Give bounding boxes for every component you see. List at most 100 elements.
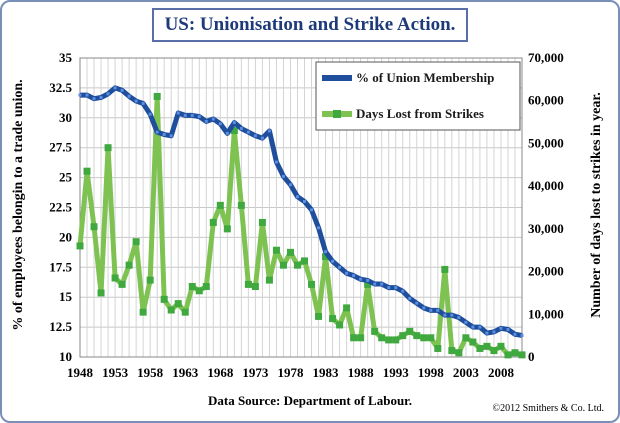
- point-strikes: [202, 283, 210, 291]
- point-union: [253, 134, 257, 138]
- point-strikes: [336, 321, 344, 329]
- point-union: [155, 130, 159, 134]
- point-strikes: [371, 327, 379, 335]
- point-union: [513, 332, 517, 336]
- point-union: [324, 250, 328, 254]
- point-union: [211, 117, 215, 121]
- point-strikes: [427, 334, 435, 342]
- x-axis: 1948 1953 1958 1963 1968 1973 1978 1983 1988 1993…: [67, 365, 514, 380]
- x-tick-label: 1993: [383, 365, 410, 380]
- x-tick-label: 1978: [277, 365, 304, 380]
- point-strikes: [322, 253, 330, 261]
- point-strikes: [343, 304, 351, 312]
- point-union: [317, 226, 321, 230]
- point-strikes: [385, 336, 393, 344]
- point-union: [85, 93, 89, 97]
- point-union: [394, 286, 398, 290]
- x-tick-label: 1988: [348, 365, 375, 380]
- y-axis-right: 0 10,000 20,000 30,000 40,000 50,000 60,000 70,…: [528, 50, 564, 364]
- x-tick-label: 1998: [418, 365, 445, 380]
- point-union: [232, 121, 236, 125]
- point-strikes: [237, 201, 245, 209]
- legend: % of Union Membership Days Lost from Str…: [315, 61, 521, 131]
- point-union: [331, 259, 335, 263]
- point-union: [127, 94, 131, 98]
- point-strikes: [301, 257, 309, 265]
- x-tick-label: 1973: [242, 365, 269, 380]
- y-axis-right-label: Number of days lost to strikes in year.: [589, 92, 604, 318]
- point-strikes: [476, 344, 484, 352]
- point-union: [520, 333, 524, 337]
- point-strikes: [209, 218, 217, 226]
- x-tick-label: 1968: [207, 365, 234, 380]
- point-union: [387, 286, 391, 290]
- point-union: [148, 112, 152, 116]
- point-union: [99, 95, 103, 99]
- y-left-tick-label: 10: [59, 349, 72, 364]
- chart-title-box: US: Unionisation and Strike Action.: [152, 8, 468, 42]
- point-union: [295, 195, 299, 199]
- point-strikes: [118, 280, 126, 288]
- point-strikes: [293, 261, 301, 269]
- point-strikes: [153, 92, 161, 100]
- point-strikes: [160, 295, 168, 303]
- y-right-tick-label: 50,000: [528, 135, 564, 150]
- point-strikes: [181, 308, 189, 316]
- y-left-tick-label: 20: [59, 229, 72, 244]
- point-union: [120, 88, 124, 92]
- point-strikes: [132, 238, 140, 246]
- data-source-note: Data Source: Department of Labour.: [207, 393, 412, 408]
- y-left-tick-label: 35: [59, 50, 73, 65]
- point-union: [450, 313, 454, 317]
- point-strikes: [188, 283, 196, 291]
- point-union: [78, 93, 82, 97]
- point-strikes: [378, 334, 386, 342]
- chart-title: US: Unionisation and Strike Action.: [164, 14, 456, 35]
- point-union: [443, 313, 447, 317]
- point-strikes: [448, 347, 456, 355]
- point-strikes: [469, 338, 477, 346]
- point-strikes: [357, 334, 365, 342]
- x-tick-label: 1963: [172, 365, 199, 380]
- point-strikes: [504, 351, 512, 359]
- y-right-tick-label: 60,000: [528, 93, 564, 108]
- point-union: [485, 331, 489, 335]
- point-union: [506, 327, 510, 331]
- point-strikes: [265, 276, 273, 284]
- point-union: [106, 92, 110, 96]
- point-strikes: [413, 332, 421, 340]
- point-strikes: [455, 349, 463, 357]
- point-union: [373, 282, 377, 286]
- point-union: [436, 308, 440, 312]
- point-union: [204, 119, 208, 123]
- point-union: [422, 306, 426, 310]
- point-strikes: [286, 248, 294, 256]
- point-strikes: [216, 201, 224, 209]
- point-strikes: [125, 261, 133, 269]
- x-tick-label: 1948: [67, 365, 94, 380]
- y-left-tick-label: 32.5: [49, 80, 72, 95]
- point-strikes: [315, 312, 323, 320]
- y-right-tick-label: 30,000: [528, 221, 564, 236]
- y-left-tick-label: 30: [59, 110, 72, 125]
- point-union: [92, 97, 96, 101]
- point-strikes: [511, 349, 519, 357]
- legend-label-union: % of Union Membership: [356, 70, 494, 85]
- point-union: [380, 282, 384, 286]
- x-tick-label: 1953: [102, 365, 129, 380]
- point-union: [169, 134, 173, 138]
- point-strikes: [420, 334, 428, 342]
- point-strikes: [174, 300, 182, 308]
- x-tick-label: 2003: [453, 365, 480, 380]
- y-left-tick-label: 27.5: [49, 140, 72, 155]
- point-strikes: [258, 218, 266, 226]
- point-union: [310, 208, 314, 212]
- x-tick-label: 1958: [137, 365, 164, 380]
- x-tick-label: 1983: [313, 365, 340, 380]
- y-axis-left-label: % of employees belongin to a trade union…: [11, 79, 26, 330]
- point-union: [492, 330, 496, 334]
- y-left-tick-label: 25: [59, 170, 73, 185]
- point-strikes: [364, 280, 372, 288]
- point-strikes: [223, 225, 231, 233]
- point-strikes: [97, 289, 105, 297]
